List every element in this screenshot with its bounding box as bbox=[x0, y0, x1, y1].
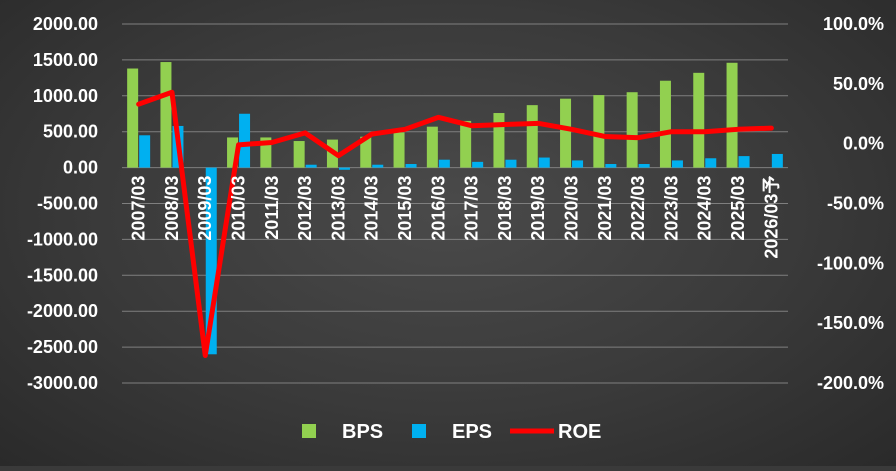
eps-bar bbox=[705, 158, 716, 167]
right-axis: 100.0% 50.0% 0.0% -50.0% -100.0% -150.0% -200.… bbox=[817, 14, 884, 393]
eps-bar bbox=[505, 160, 516, 168]
left-tick-label: 1000.00 bbox=[33, 86, 98, 106]
category-label: 2026/03予 bbox=[761, 176, 781, 259]
eps-bar bbox=[572, 160, 583, 167]
legend-label-bps: BPS bbox=[342, 421, 383, 443]
right-tick-label: -200.0% bbox=[817, 373, 884, 393]
category-label: 2012/03 bbox=[295, 176, 315, 241]
eps-bar bbox=[439, 160, 450, 168]
bars bbox=[127, 62, 783, 354]
left-tick-label: -500.00 bbox=[37, 194, 98, 214]
right-tick-label: 0.0% bbox=[843, 134, 884, 154]
category-label: 2010/03 bbox=[229, 176, 249, 241]
eps-bar bbox=[239, 114, 250, 168]
category-label: 2011/03 bbox=[262, 176, 282, 240]
legend-swatch-bps bbox=[302, 424, 316, 438]
bps-bar bbox=[560, 99, 571, 168]
gridlines bbox=[122, 24, 788, 383]
category-label: 2024/03 bbox=[695, 176, 715, 241]
left-tick-label: -1500.00 bbox=[27, 265, 98, 285]
right-tick-label: -100.0% bbox=[817, 253, 884, 273]
bps-bar bbox=[460, 121, 471, 168]
left-tick-label: -1000.00 bbox=[27, 229, 98, 249]
bps-bar bbox=[294, 141, 305, 168]
category-label: 2008/03 bbox=[162, 176, 182, 241]
left-tick-label: -2000.00 bbox=[27, 301, 98, 321]
bps-bar bbox=[160, 62, 171, 168]
category-label: 2018/03 bbox=[495, 176, 515, 241]
category-label: 2013/03 bbox=[328, 176, 348, 241]
bps-bar bbox=[627, 92, 638, 167]
eps-bar bbox=[639, 164, 650, 168]
eps-bar bbox=[372, 165, 383, 168]
eps-bar bbox=[139, 135, 150, 167]
bps-bar bbox=[593, 95, 604, 168]
category-label: 2025/03 bbox=[728, 176, 748, 241]
category-label: 2015/03 bbox=[395, 176, 415, 241]
right-tick-label: -50.0% bbox=[827, 194, 884, 214]
bps-bar bbox=[127, 69, 138, 168]
eps-bar bbox=[672, 160, 683, 167]
legend-label-roe: ROE bbox=[558, 421, 601, 443]
legend: BPS EPS ROE bbox=[302, 421, 601, 443]
category-label: 2017/03 bbox=[462, 176, 482, 241]
bps-bar bbox=[493, 113, 504, 168]
eps-bar bbox=[306, 165, 317, 168]
eps-bar bbox=[605, 164, 616, 168]
category-label: 2023/03 bbox=[661, 176, 681, 241]
bps-bar bbox=[660, 81, 671, 168]
category-label: 2022/03 bbox=[628, 176, 648, 241]
category-label: 2014/03 bbox=[362, 176, 382, 241]
bps-bar bbox=[693, 73, 704, 168]
legend-swatch-eps bbox=[412, 424, 426, 438]
eps-bar bbox=[772, 154, 783, 168]
category-label: 2021/03 bbox=[595, 176, 615, 241]
category-label: 2007/03 bbox=[129, 176, 149, 241]
eps-bar bbox=[739, 156, 750, 167]
bps-bar bbox=[527, 105, 538, 167]
eps-bar bbox=[406, 164, 417, 168]
category-label: 2016/03 bbox=[428, 176, 448, 241]
bps-bar bbox=[427, 127, 438, 168]
category-label: 2019/03 bbox=[528, 176, 548, 241]
right-tick-label: -150.0% bbox=[817, 313, 884, 333]
left-tick-label: 0.00 bbox=[63, 158, 98, 178]
legend-label-eps: EPS bbox=[452, 421, 492, 443]
eps-bar bbox=[339, 168, 350, 170]
left-tick-label: 1500.00 bbox=[33, 50, 98, 70]
left-axis: 2000.00 1500.00 1000.00 500.00 0.00 -500.00 -1… bbox=[27, 14, 98, 393]
bps-bar bbox=[394, 132, 405, 167]
eps-bar bbox=[539, 158, 550, 168]
category-label: 2020/03 bbox=[562, 176, 582, 241]
left-tick-label: -3000.00 bbox=[27, 373, 98, 393]
right-tick-label: 50.0% bbox=[833, 74, 884, 94]
left-tick-label: 2000.00 bbox=[33, 14, 98, 34]
left-tick-label: -2500.00 bbox=[27, 337, 98, 357]
category-label: 2009/03 bbox=[195, 176, 215, 241]
bps-bar bbox=[727, 63, 738, 168]
right-tick-label: 100.0% bbox=[823, 14, 884, 34]
left-tick-label: 500.00 bbox=[43, 122, 98, 142]
eps-bar bbox=[472, 162, 483, 168]
